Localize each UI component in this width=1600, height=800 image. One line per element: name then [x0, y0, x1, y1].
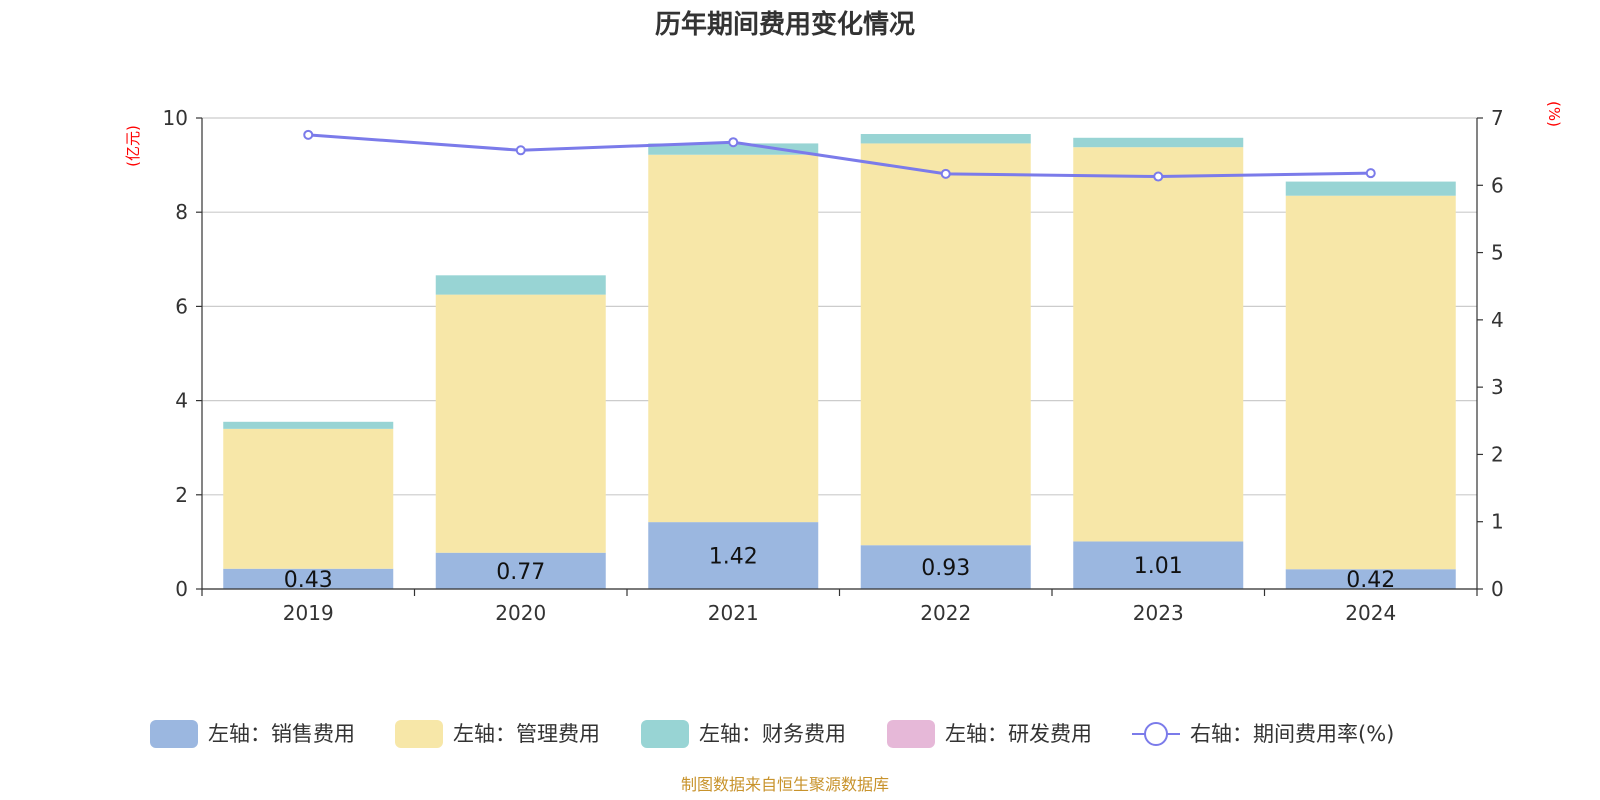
bar-segment — [1285, 569, 1456, 589]
legend-label: 左轴：研发费用 — [945, 722, 1092, 746]
bar-data-labels: 0.43 0.77 1.42 0.93 1.01 0.42 — [284, 545, 1395, 593]
x-tick-label: 2022 — [920, 601, 971, 625]
bar-segment — [223, 421, 394, 429]
legend: 左轴：销售费用 左轴：管理费用 左轴：财务费用 左轴：研发费用 右轴：期间费用率(%) — [150, 720, 1394, 748]
left-tick-label: 6 — [175, 294, 188, 318]
bar-segment — [223, 428, 394, 569]
legend-label: 左轴：财务费用 — [699, 722, 846, 746]
right-tick-label: 3 — [1491, 375, 1504, 399]
bar-segment — [860, 134, 1031, 144]
bar-segment — [1073, 147, 1244, 542]
x-tick-label: 2024 — [1345, 601, 1396, 625]
right-tick-label: 7 — [1491, 106, 1504, 130]
bar-segment — [860, 545, 1031, 589]
legend-swatch — [641, 720, 689, 748]
rate-point — [1153, 171, 1164, 182]
legend-label: 左轴：管理费用 — [453, 722, 600, 746]
x-tick-label: 2020 — [495, 601, 546, 625]
bar-segment — [1073, 541, 1244, 589]
bar-series — [223, 134, 1456, 589]
bar-data-label: 1.42 — [709, 545, 758, 570]
bar-segment — [435, 275, 606, 295]
bar-data-label: 0.43 — [284, 568, 333, 593]
axes: 0 2 4 6 8 10 0 1 2 3 4 5 6 7 2019 2020 2021 2022 2023 2024 — [163, 106, 1504, 625]
bar-segment — [435, 294, 606, 553]
left-tick-label: 8 — [175, 200, 188, 224]
rate-point — [1365, 168, 1376, 179]
bar-segment — [1073, 137, 1244, 148]
x-tick-label: 2021 — [708, 601, 759, 625]
right-tick-label: 1 — [1491, 510, 1504, 534]
right-tick-label: 5 — [1491, 241, 1504, 265]
rate-line-series — [303, 129, 1376, 182]
legend-swatch — [150, 720, 198, 748]
legend-label: 右轴：期间费用率(%) — [1190, 722, 1394, 746]
bar-data-label: 1.01 — [1134, 554, 1183, 579]
bar-data-label: 0.42 — [1346, 568, 1395, 593]
left-tick-label: 0 — [175, 577, 188, 601]
left-tick-label: 2 — [175, 483, 188, 507]
bar-segment — [1285, 195, 1456, 570]
legend-marker — [1144, 722, 1168, 746]
x-tick-label: 2019 — [283, 601, 334, 625]
bar-segment — [860, 143, 1031, 546]
bar-segment — [648, 143, 819, 155]
rate-point — [303, 129, 314, 140]
bar-data-label: 0.93 — [921, 556, 970, 581]
rate-point — [515, 145, 526, 156]
legend-swatch — [887, 720, 935, 748]
source-note: 制图数据来自恒生聚源数据库 — [681, 775, 889, 794]
rate-point — [728, 137, 739, 148]
bar-data-label: 0.77 — [496, 560, 545, 585]
left-tick-label: 10 — [163, 106, 188, 130]
rate-line — [308, 133, 1371, 179]
legend-swatch — [395, 720, 443, 748]
rate-point — [940, 168, 951, 179]
bar-segment — [1285, 181, 1456, 196]
x-tick-label: 2023 — [1133, 601, 1184, 625]
right-tick-label: 4 — [1491, 308, 1504, 332]
chart-title: 历年期间费用变化情况 — [655, 9, 915, 40]
left-axis-unit: (亿元) — [124, 125, 142, 167]
right-tick-label: 6 — [1491, 173, 1504, 197]
right-axis-unit: (%) — [1545, 101, 1563, 127]
bar-segment — [435, 552, 606, 589]
right-tick-label: 2 — [1491, 442, 1504, 466]
bar-segment — [223, 568, 394, 589]
left-tick-label: 4 — [175, 389, 188, 413]
legend-label: 左轴：销售费用 — [208, 722, 355, 746]
bar-segment — [648, 522, 819, 589]
right-tick-label: 0 — [1491, 577, 1504, 601]
bar-segment — [648, 154, 819, 523]
